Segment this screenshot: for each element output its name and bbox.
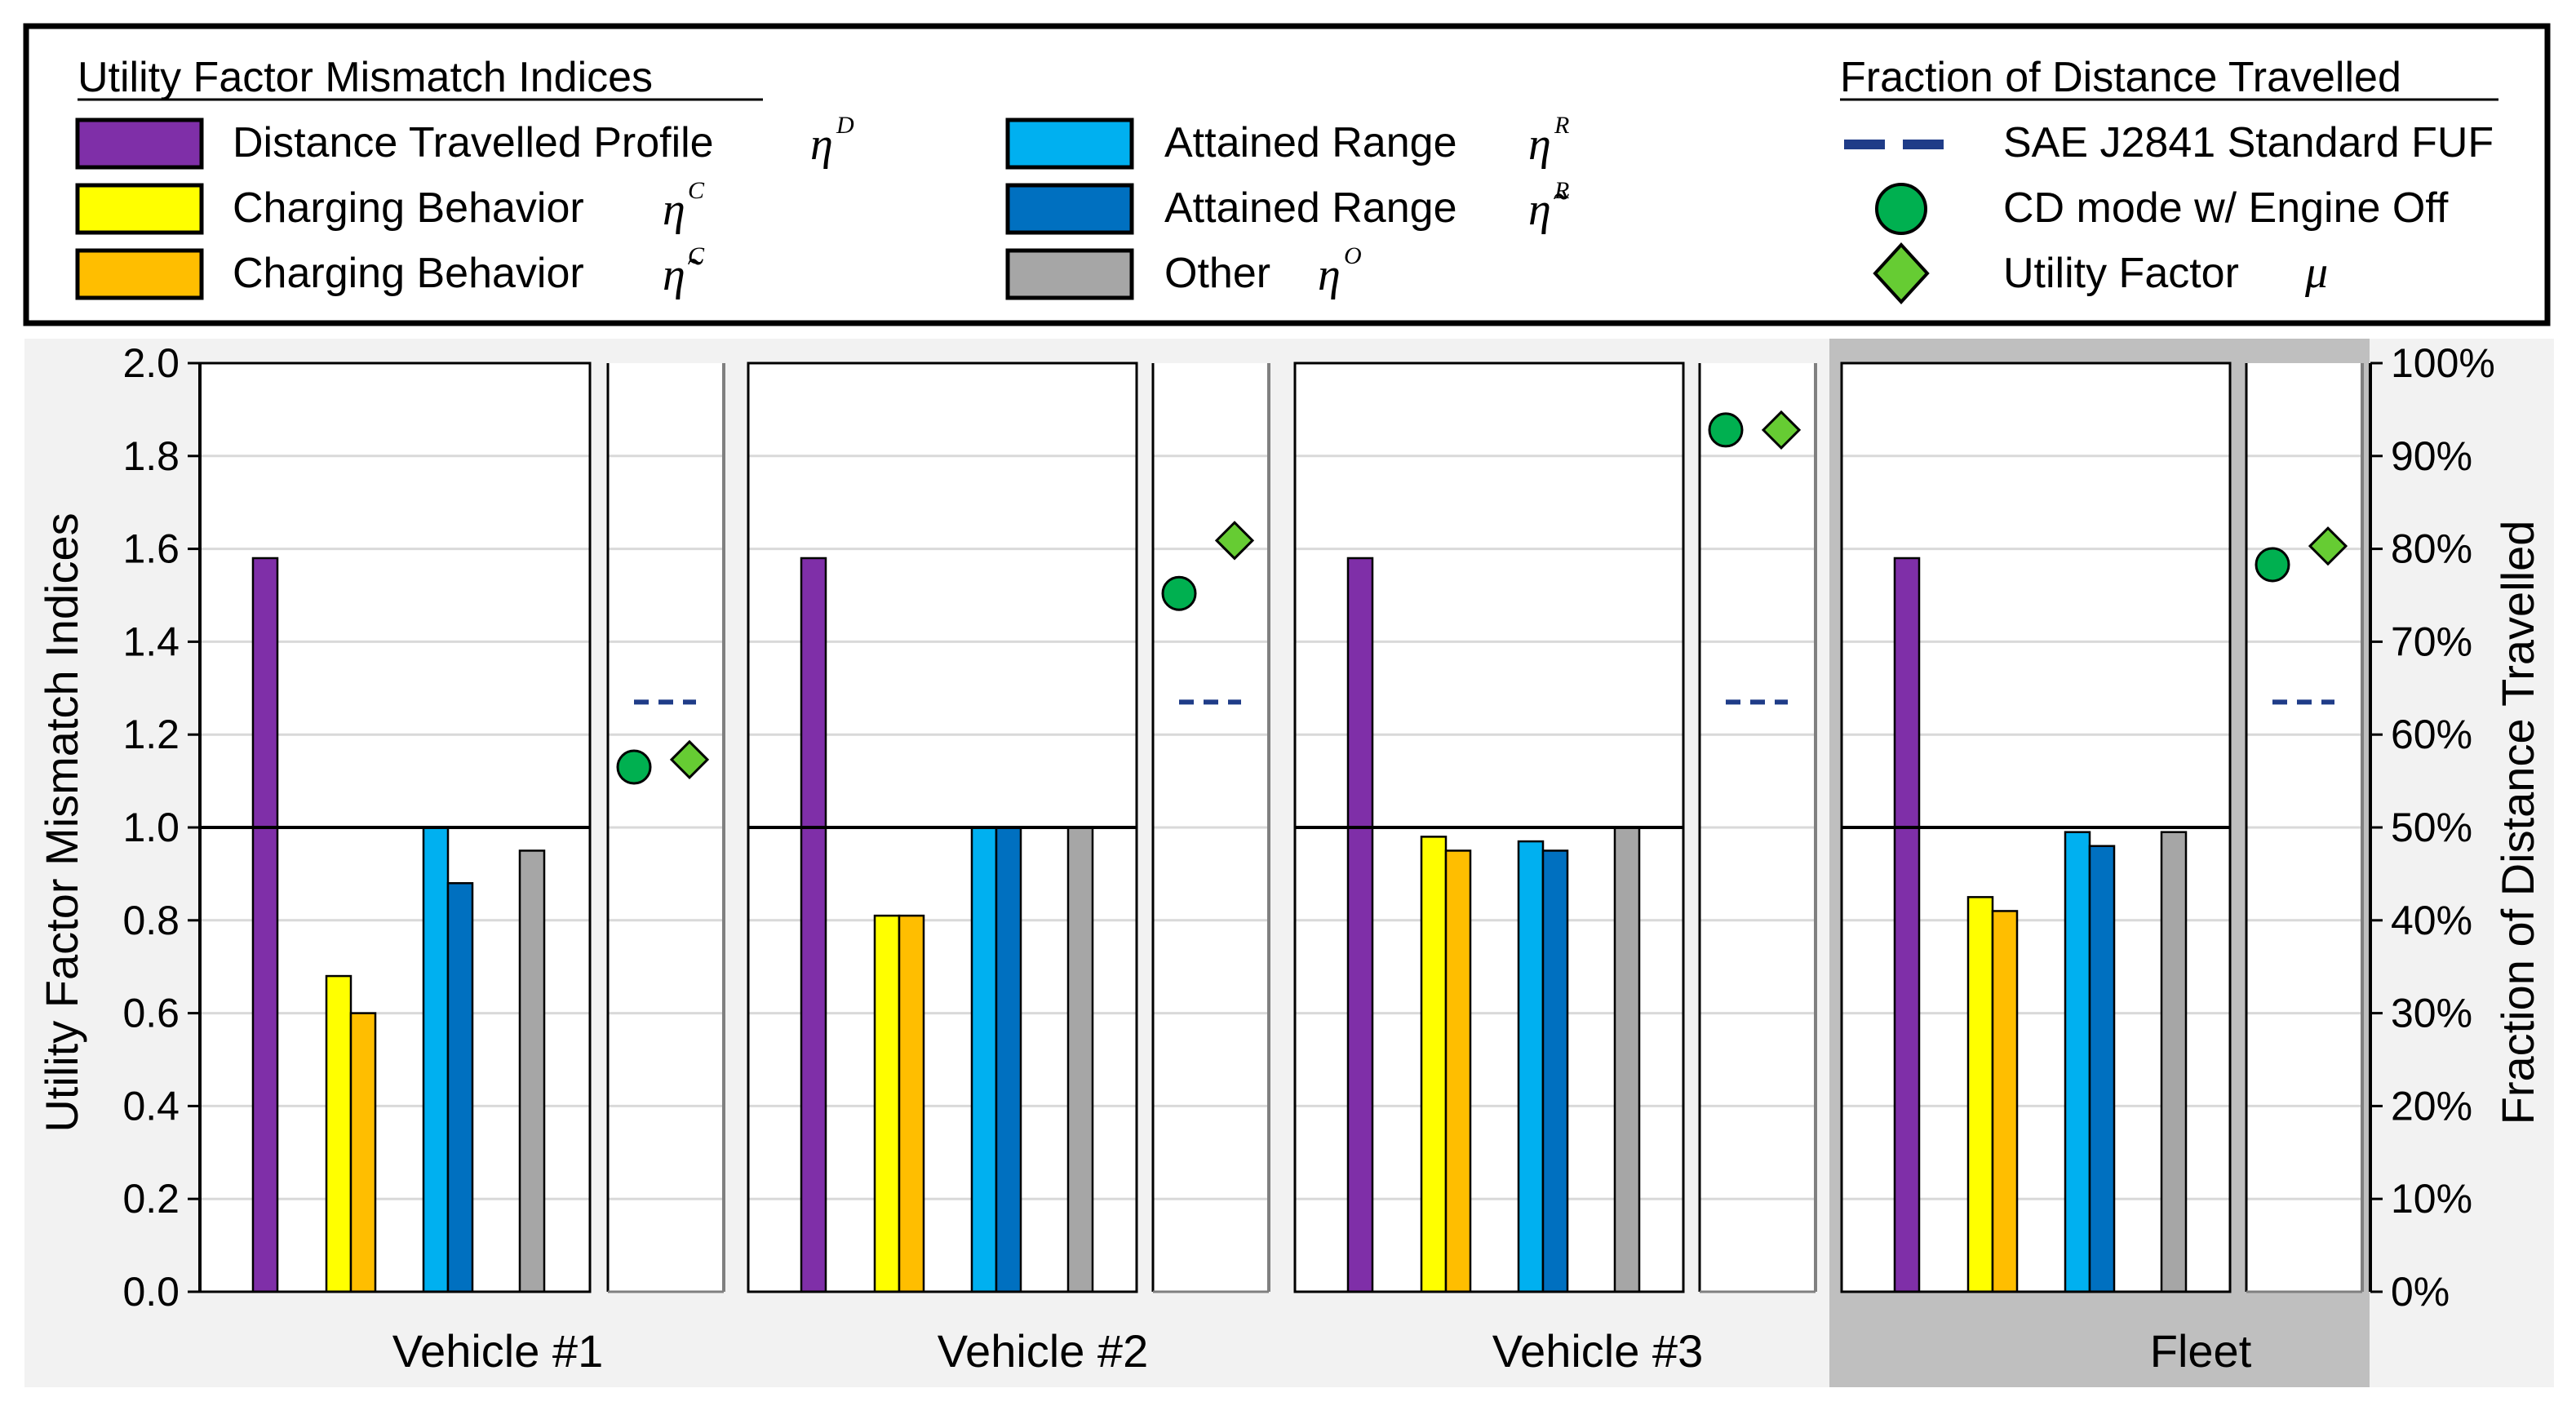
legend-label-other: Other bbox=[1164, 250, 1270, 297]
bar-range-group-1 bbox=[422, 826, 450, 1293]
y-tick-label: 1.2 bbox=[122, 712, 180, 757]
y-tick-label: 0.4 bbox=[122, 1083, 180, 1129]
bar-panel-frame-2 bbox=[747, 361, 1138, 1293]
legend-label-distance: Distance Travelled Profile bbox=[233, 119, 714, 166]
legend-label-uf: Utility Factor bbox=[2003, 250, 2239, 297]
legend-sup-charging: C bbox=[688, 177, 705, 204]
bar-panel-frame-4 bbox=[1840, 361, 2232, 1293]
bar-charging-group-3 bbox=[1420, 836, 1448, 1293]
legend-sup-range: R bbox=[1554, 112, 1569, 139]
legend-cd-circle-icon bbox=[1875, 183, 1927, 235]
y-tick-label: 2.0 bbox=[122, 340, 180, 386]
cd-point-group-2 bbox=[1161, 575, 1197, 611]
uf-point-group-3 bbox=[1761, 410, 1802, 450]
legend-symbol-uf: μ bbox=[2304, 247, 2328, 298]
group-label-2: Vehicle #2 bbox=[938, 1325, 1148, 1377]
uf-point-group-1 bbox=[669, 739, 710, 780]
legend-symbol-charging: η bbox=[663, 184, 685, 235]
y2-tick-label: 80% bbox=[2391, 526, 2472, 572]
y-tick-label: 0.8 bbox=[122, 898, 180, 943]
bar-other-group-1 bbox=[518, 849, 546, 1293]
y2-tick-label: 100% bbox=[2391, 340, 2495, 386]
bar-range_t-group-1 bbox=[446, 882, 474, 1293]
cd-point-group-4 bbox=[2255, 547, 2290, 583]
legend-swatch-charging-tilde bbox=[75, 248, 204, 300]
legend-swatch-other bbox=[1005, 248, 1134, 300]
y2-tick-label: 20% bbox=[2391, 1083, 2472, 1129]
bar-range-group-3 bbox=[1517, 840, 1545, 1293]
legend-swatch-distance bbox=[75, 118, 204, 170]
y2-tick-label: 40% bbox=[2391, 898, 2472, 943]
legend-label-charging-tilde: Charging Behavior bbox=[233, 250, 584, 297]
uf-point-group-2 bbox=[1214, 521, 1255, 561]
legend-symbol-range: η bbox=[1528, 119, 1551, 170]
y2-tick-label: 60% bbox=[2391, 712, 2472, 757]
bar-charging-group-4 bbox=[1966, 896, 1994, 1293]
bar-range-group-2 bbox=[970, 826, 998, 1293]
bar-distance-group-1 bbox=[251, 557, 279, 1293]
legend-symbol-distance: η bbox=[810, 119, 833, 170]
legend-swatch-range bbox=[1005, 118, 1134, 170]
bar-distance-group-2 bbox=[800, 557, 827, 1293]
cd-point-group-1 bbox=[616, 749, 652, 785]
y2-tick-label: 70% bbox=[2391, 619, 2472, 664]
plot-layer: Vehicle #1 Vehicle #2 Vehicle #3 Fleet 0.0 0.… bbox=[122, 340, 2494, 1377]
legend-swatch-charging bbox=[75, 183, 204, 235]
legend-uf-diamond-icon bbox=[1873, 242, 1930, 304]
bar-other-group-2 bbox=[1066, 826, 1094, 1293]
bar-charging_t-group-3 bbox=[1444, 849, 1472, 1293]
group-label-3: Vehicle #3 bbox=[1492, 1325, 1703, 1377]
y2-tick-label: 30% bbox=[2391, 991, 2472, 1036]
y2-tick-label: 10% bbox=[2391, 1176, 2472, 1222]
legend-swatch-range-tilde bbox=[1005, 183, 1134, 235]
legend-sup-other: O bbox=[1344, 242, 1362, 269]
legend: Utility Factor Mismatch Indices Fraction… bbox=[23, 23, 2551, 326]
legend-sup-range-tilde: R bbox=[1554, 177, 1569, 204]
bar-other-group-3 bbox=[1613, 826, 1641, 1293]
bar-range_t-group-2 bbox=[995, 826, 1022, 1293]
y-tick-label: 0.6 bbox=[122, 991, 180, 1036]
cd-point-group-3 bbox=[1708, 412, 1744, 448]
legend-sup-charging-tilde: C bbox=[688, 242, 705, 269]
legend-frame bbox=[23, 23, 2551, 326]
y2-axis-title: Fraction of Distance Travelled bbox=[2492, 521, 2543, 1125]
legend-label-cd: CD mode w/ Engine Off bbox=[2003, 184, 2449, 232]
y-tick-label: 0.0 bbox=[122, 1269, 180, 1315]
y-tick-label: 1.0 bbox=[122, 805, 180, 850]
bar-range-group-4 bbox=[2064, 831, 2091, 1293]
bar-charging-group-1 bbox=[325, 974, 352, 1293]
legend-symbol-other: η bbox=[1318, 250, 1341, 300]
bar-panel-frame-3 bbox=[1293, 361, 1685, 1293]
bar-charging_t-group-1 bbox=[349, 1012, 377, 1293]
legend-fraction-title: Fraction of Distance Travelled bbox=[1840, 54, 2401, 101]
y2-tick-label: 90% bbox=[2391, 433, 2472, 479]
y2-tick-label: 0% bbox=[2391, 1269, 2450, 1315]
bar-other-group-4 bbox=[2160, 831, 2188, 1293]
bar-range_t-group-3 bbox=[1541, 849, 1569, 1293]
y-tick-label: 1.4 bbox=[122, 619, 180, 664]
legend-label-range: Attained Range bbox=[1164, 119, 1457, 166]
bar-distance-group-4 bbox=[1893, 557, 1921, 1293]
bar-charging_t-group-4 bbox=[1991, 910, 2019, 1293]
y-tick-label: 0.2 bbox=[122, 1176, 180, 1222]
bar-distance-group-3 bbox=[1346, 557, 1374, 1293]
legend-sup-distance: D bbox=[836, 112, 854, 139]
legend-label-range-tilde: Attained Range bbox=[1164, 184, 1457, 232]
y-tick-label: 1.6 bbox=[122, 526, 180, 572]
bar-charging-group-2 bbox=[873, 914, 901, 1293]
legend-indices-title: Utility Factor Mismatch Indices bbox=[78, 54, 653, 101]
y2-tick-label: 50% bbox=[2391, 805, 2472, 850]
bar-range_t-group-4 bbox=[2088, 845, 2116, 1293]
group-label-4: Fleet bbox=[2150, 1325, 2252, 1377]
legend-label-fuf: SAE J2841 Standard FUF bbox=[2003, 119, 2494, 166]
y-axis-title: Utility Factor Mismatch Indices bbox=[36, 512, 87, 1132]
uf-point-group-4 bbox=[2308, 526, 2348, 566]
legend-label-charging: Charging Behavior bbox=[233, 184, 584, 232]
group-label-1: Vehicle #1 bbox=[392, 1325, 603, 1377]
bar-charging_t-group-2 bbox=[898, 914, 925, 1293]
y-tick-label: 1.8 bbox=[122, 433, 180, 479]
